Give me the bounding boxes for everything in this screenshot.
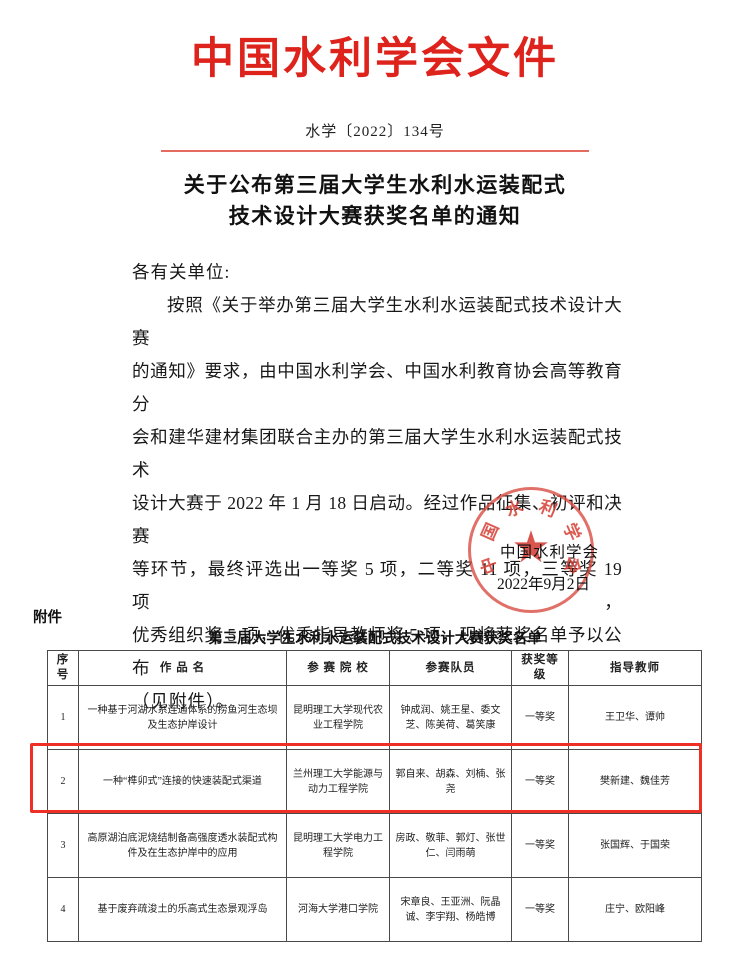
body-paragraph: 各有关单位: 按照《关于举办第三届大学生水利水运装配式技术设计大赛 的通知》要求… [132, 256, 622, 718]
doc-number: 水学〔2022〕134号 [305, 124, 445, 140]
cell-no: 2 [47, 749, 79, 814]
body-line: 按照《关于举办第三届大学生水利水运装配式技术设计大赛 [132, 295, 622, 348]
header-cell-no: 序号 [47, 650, 79, 686]
header-cell-teachers: 指导教师 [568, 650, 702, 686]
cell-no: 4 [47, 877, 79, 942]
doc-title-line2: 技术设计大赛获奖名单的通知 [228, 204, 522, 228]
seal-char: 利 [536, 496, 560, 521]
signature-org: 中国水利学会 [500, 544, 600, 561]
cell-teachers: 庄宁、欧阳峰 [568, 877, 702, 942]
seal-char: 水 [502, 496, 526, 521]
header-cell-work: 作 品 名 [78, 650, 287, 686]
header-cell-school: 参 赛 院 校 [286, 650, 390, 686]
cell-members: 钟成润、姚王星、委文芝、陈美荷、葛笑康 [389, 685, 512, 750]
cell-award: 一等奖 [511, 877, 569, 942]
cell-no: 3 [47, 813, 79, 878]
table-row: 4 基于废弃疏浚土的乐高式生态景观浮岛 河海大学港口学院 宋章良、王亚洲、阮晶诚… [47, 877, 702, 942]
header-cell-award: 获奖等级 [511, 650, 569, 686]
doc-title: 关于公布第三届大学生水利水运装配式 技术设计大赛获奖名单的通知 [0, 170, 750, 232]
cell-school: 昆明理工大学电力工程学院 [286, 813, 390, 878]
table-header-row: 序号 作 品 名 参 赛 院 校 参赛队员 获奖等级 指导教师 [47, 650, 702, 686]
cell-work: 一种“榫卯式”连接的快速装配式渠道 [78, 749, 287, 814]
salutation: 各有关单位: [132, 262, 231, 282]
cell-school: 兰州理工大学能源与动力工程学院 [286, 749, 390, 814]
cell-work: 高原湖泊底泥烧结制备高强度透水装配式构件及在生态护岸中的应用 [78, 813, 287, 878]
cell-teachers: 张国辉、于国荣 [568, 813, 702, 878]
cell-teachers: 王卫华、谭帅 [568, 685, 702, 750]
table-title: 第三届大学生水利水运装配式技术设计大赛获奖名单 [208, 631, 542, 647]
cell-work: 基于废弃疏浚土的乐高式生态景观浮岛 [78, 877, 287, 942]
cell-award: 一等奖 [511, 749, 569, 814]
awards-table: 序号 作 品 名 参 赛 院 校 参赛队员 获奖等级 指导教师 1 一种基于河湖… [47, 650, 702, 942]
cell-school: 河海大学港口学院 [286, 877, 390, 942]
cell-award: 一等奖 [511, 813, 569, 878]
cell-work: 一种基于河湖水系连通体系的捞鱼河生态坝及生态护岸设计 [78, 685, 287, 750]
star-icon: ★ [511, 522, 551, 574]
org-title: 中国水利学会文件 [191, 36, 559, 83]
cell-members: 房政、敬菲、郭灯、张世仁、闫雨萌 [389, 813, 512, 878]
cell-award: 一等奖 [511, 685, 569, 750]
cell-teachers: 樊新建、魏佳芳 [568, 749, 702, 814]
header-cell-members: 参赛队员 [389, 650, 512, 686]
cell-no: 1 [47, 685, 79, 750]
body-line: 会和建华建材集团联合主办的第三届大学生水利水运装配式技术 [132, 427, 622, 480]
table-row-highlighted: 2 一种“榫卯式”连接的快速装配式渠道 兰州理工大学能源与动力工程学院 郭自来、… [47, 749, 702, 814]
doc-title-line1: 关于公布第三届大学生水利水运装配式 [183, 173, 567, 197]
official-seal: ★ 中 国 水 利 学 会 [468, 487, 594, 613]
cell-members: 郭自来、胡森、刘楠、张尧 [389, 749, 512, 814]
body-line: 的通知》要求，由中国水利学会、中国水利教育协会高等教育分 [132, 361, 622, 414]
cell-members: 宋章良、王亚洲、阮晶诚、李宇翔、杨皓博 [389, 877, 512, 942]
attachment-label: 附件 [33, 610, 62, 626]
red-separator [161, 150, 589, 152]
table-row: 1 一种基于河湖水系连通体系的捞鱼河生态坝及生态护岸设计 昆明理工大学现代农业工… [47, 685, 702, 750]
cell-school: 昆明理工大学现代农业工程学院 [286, 685, 390, 750]
table-row: 3 高原湖泊底泥烧结制备高强度透水装配式构件及在生态护岸中的应用 昆明理工大学电… [47, 813, 702, 878]
signature-date: 2022年9月2日 [497, 576, 591, 593]
